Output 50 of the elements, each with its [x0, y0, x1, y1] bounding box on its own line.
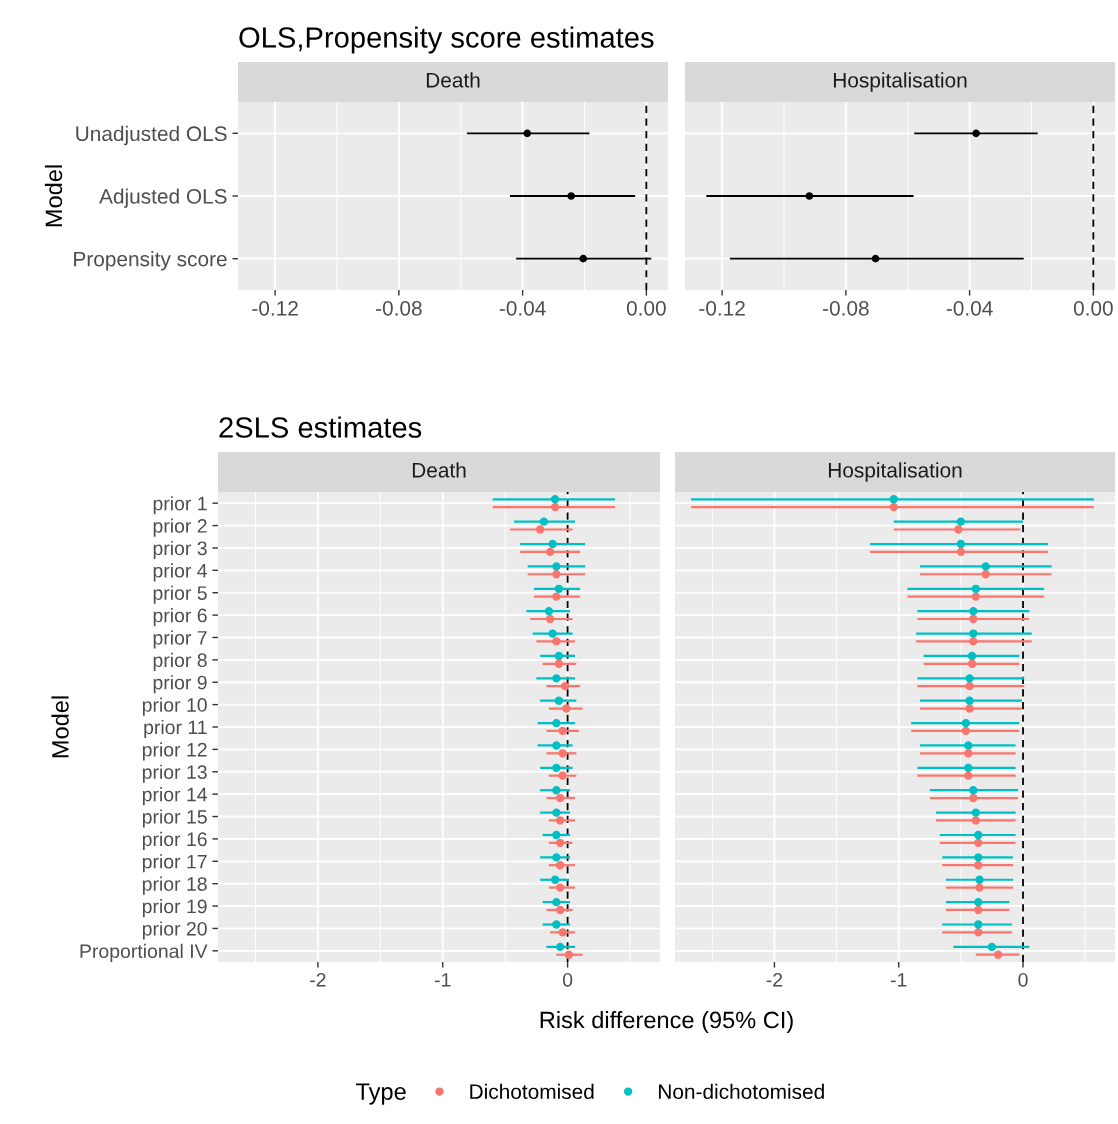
y-tick-label: prior 10 [142, 697, 207, 716]
y-tick-label: Adjusted OLS [99, 188, 227, 208]
x-tick-label: -0.04 [946, 300, 993, 316]
x-tick-label: -1 [434, 973, 451, 987]
y-axis-title: Model [44, 165, 63, 227]
x-tick-label: -0.12 [252, 300, 298, 316]
x-axis-title: Risk difference (95% CI) [540, 1010, 793, 1033]
y-tick-label: prior 20 [142, 921, 207, 940]
x-tick-label: 0 [1018, 972, 1028, 987]
x-tick-label: 0.00 [626, 300, 666, 316]
x-tick-label: -2 [310, 972, 326, 987]
chart-title: OLS,Propensity score estimates [239, 26, 654, 54]
y-tick-label: prior 15 [142, 809, 207, 828]
chart-subtitle: Hospitalisation [833, 72, 967, 92]
y-axis-title: Model [51, 696, 69, 758]
y-tick-label: prior 3 [153, 540, 207, 560]
x-tick-label: -0.08 [376, 300, 422, 316]
x-tick-label: 0 [562, 972, 573, 987]
x-tick-label: -2 [766, 972, 783, 987]
y-tick-label: prior 8 [153, 652, 207, 671]
x-tick-label: -0.04 [499, 300, 546, 316]
y-tick-label: prior 14 [142, 787, 208, 806]
x-tick-label: 0.00 [1073, 300, 1113, 316]
y-tick-label: prior 1 [153, 496, 207, 515]
y-tick-label: prior 18 [142, 876, 207, 895]
chart-subtitle: Death [412, 462, 466, 478]
y-tick-label: prior 11 [144, 719, 207, 739]
y-tick-label: Unadjusted OLS [76, 125, 227, 146]
y-tick-label: prior 6 [153, 608, 207, 627]
x-tick-label: -1 [890, 973, 907, 987]
y-tick-label: prior 19 [142, 899, 207, 918]
y-tick-label: Propensity score [74, 251, 227, 271]
y-tick-label: prior 2 [153, 518, 207, 537]
legend-title: Type [356, 1083, 406, 1105]
x-tick-label: -0.12 [699, 300, 745, 316]
legend-label: Dichotomised [470, 1083, 594, 1100]
y-tick-label: prior 16 [142, 831, 207, 850]
y-tick-label: prior 9 [153, 675, 207, 694]
y-tick-label: prior 7 [153, 630, 207, 649]
chart-title: 2SLS estimates [219, 416, 422, 438]
y-tick-label: prior 4 [153, 563, 208, 582]
chart-subtitle: Hospitalisation [828, 462, 962, 482]
y-tick-label: prior 17 [142, 854, 207, 873]
legend-label: Non-dichotomised [659, 1083, 824, 1100]
x-tick-label: -0.08 [823, 300, 869, 316]
y-tick-label: prior 13 [142, 764, 207, 783]
y-tick-label: Proportional IV [80, 943, 208, 962]
chart-subtitle: Death [426, 72, 480, 88]
y-tick-label: prior 12 [142, 742, 207, 761]
y-tick-label: prior 5 [153, 585, 207, 604]
